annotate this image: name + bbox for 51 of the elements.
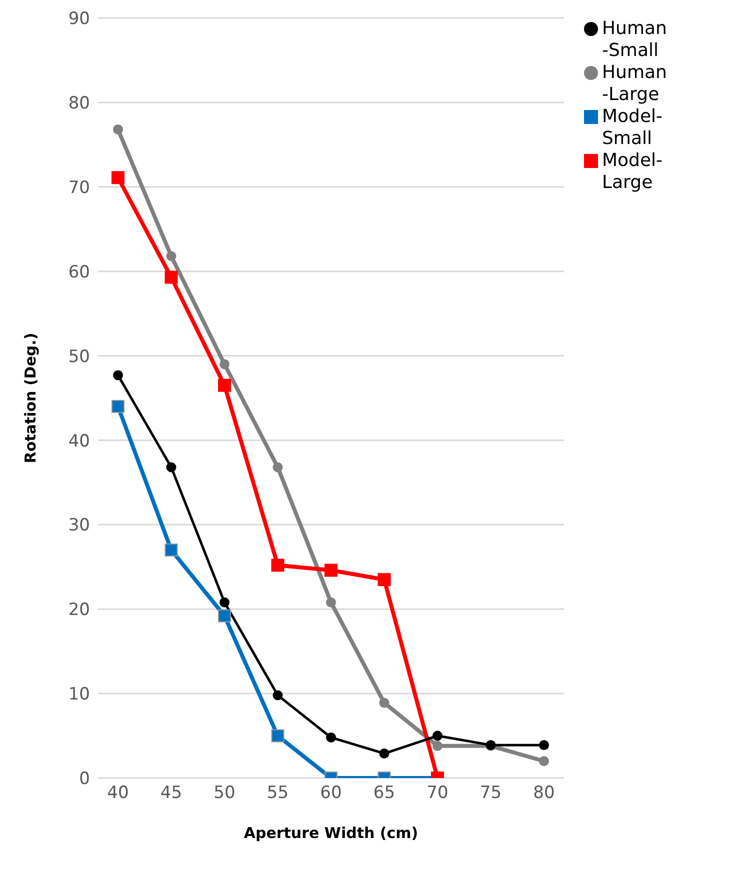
point [379, 748, 390, 759]
point [112, 171, 124, 184]
legend-label: Model-Small [602, 106, 664, 150]
point [432, 740, 442, 751]
y-tick-label: 90 [68, 9, 90, 30]
point [220, 359, 230, 370]
point [272, 690, 283, 700]
y-tick-label: 80 [68, 93, 90, 114]
x-tick-label: 70 [426, 783, 448, 804]
point [324, 564, 338, 577]
y-tick-label: 60 [68, 262, 90, 282]
y-tick-label: 0 [79, 769, 90, 790]
legend-label: Model-Large [602, 150, 664, 194]
y-tick-label: 20 [68, 600, 90, 620]
point [378, 573, 391, 586]
x-tick-label: 80 [533, 783, 555, 804]
x-tick-label: 75 [480, 783, 502, 804]
point [271, 729, 284, 742]
point [432, 730, 442, 741]
x-tick-label: 40 [107, 783, 129, 804]
point [271, 558, 284, 572]
point [326, 732, 336, 742]
point [113, 124, 123, 134]
point [272, 462, 283, 472]
point [166, 462, 176, 472]
point [326, 597, 336, 608]
y-tick-label: 30 [68, 516, 90, 536]
legend-label: Human-Small [602, 18, 668, 62]
x-tick-label: 55 [266, 783, 289, 804]
y-axis-title: Rotation (Deg.) [21, 332, 40, 464]
x-tick-label: 50 [214, 783, 236, 804]
x-tick-label: 45 [160, 783, 182, 804]
point [218, 609, 231, 622]
x-tick-label: 60 [320, 783, 342, 804]
y-tick-label: 10 [68, 684, 90, 705]
x-tick-label: 65 [373, 783, 396, 804]
point [113, 370, 123, 380]
y-tick-label: 70 [68, 178, 90, 198]
point [539, 756, 549, 766]
point [220, 597, 230, 608]
point [539, 740, 549, 750]
point [379, 698, 390, 708]
point [112, 400, 124, 413]
point [166, 251, 176, 262]
legend-label: Human-Large [602, 62, 668, 106]
point [218, 378, 231, 392]
point [164, 544, 178, 556]
y-tick-label: 50 [68, 346, 90, 367]
y-tick-label: 40 [68, 431, 90, 452]
x-axis-title: Aperture Width (cm) [244, 824, 418, 842]
point [164, 270, 178, 284]
